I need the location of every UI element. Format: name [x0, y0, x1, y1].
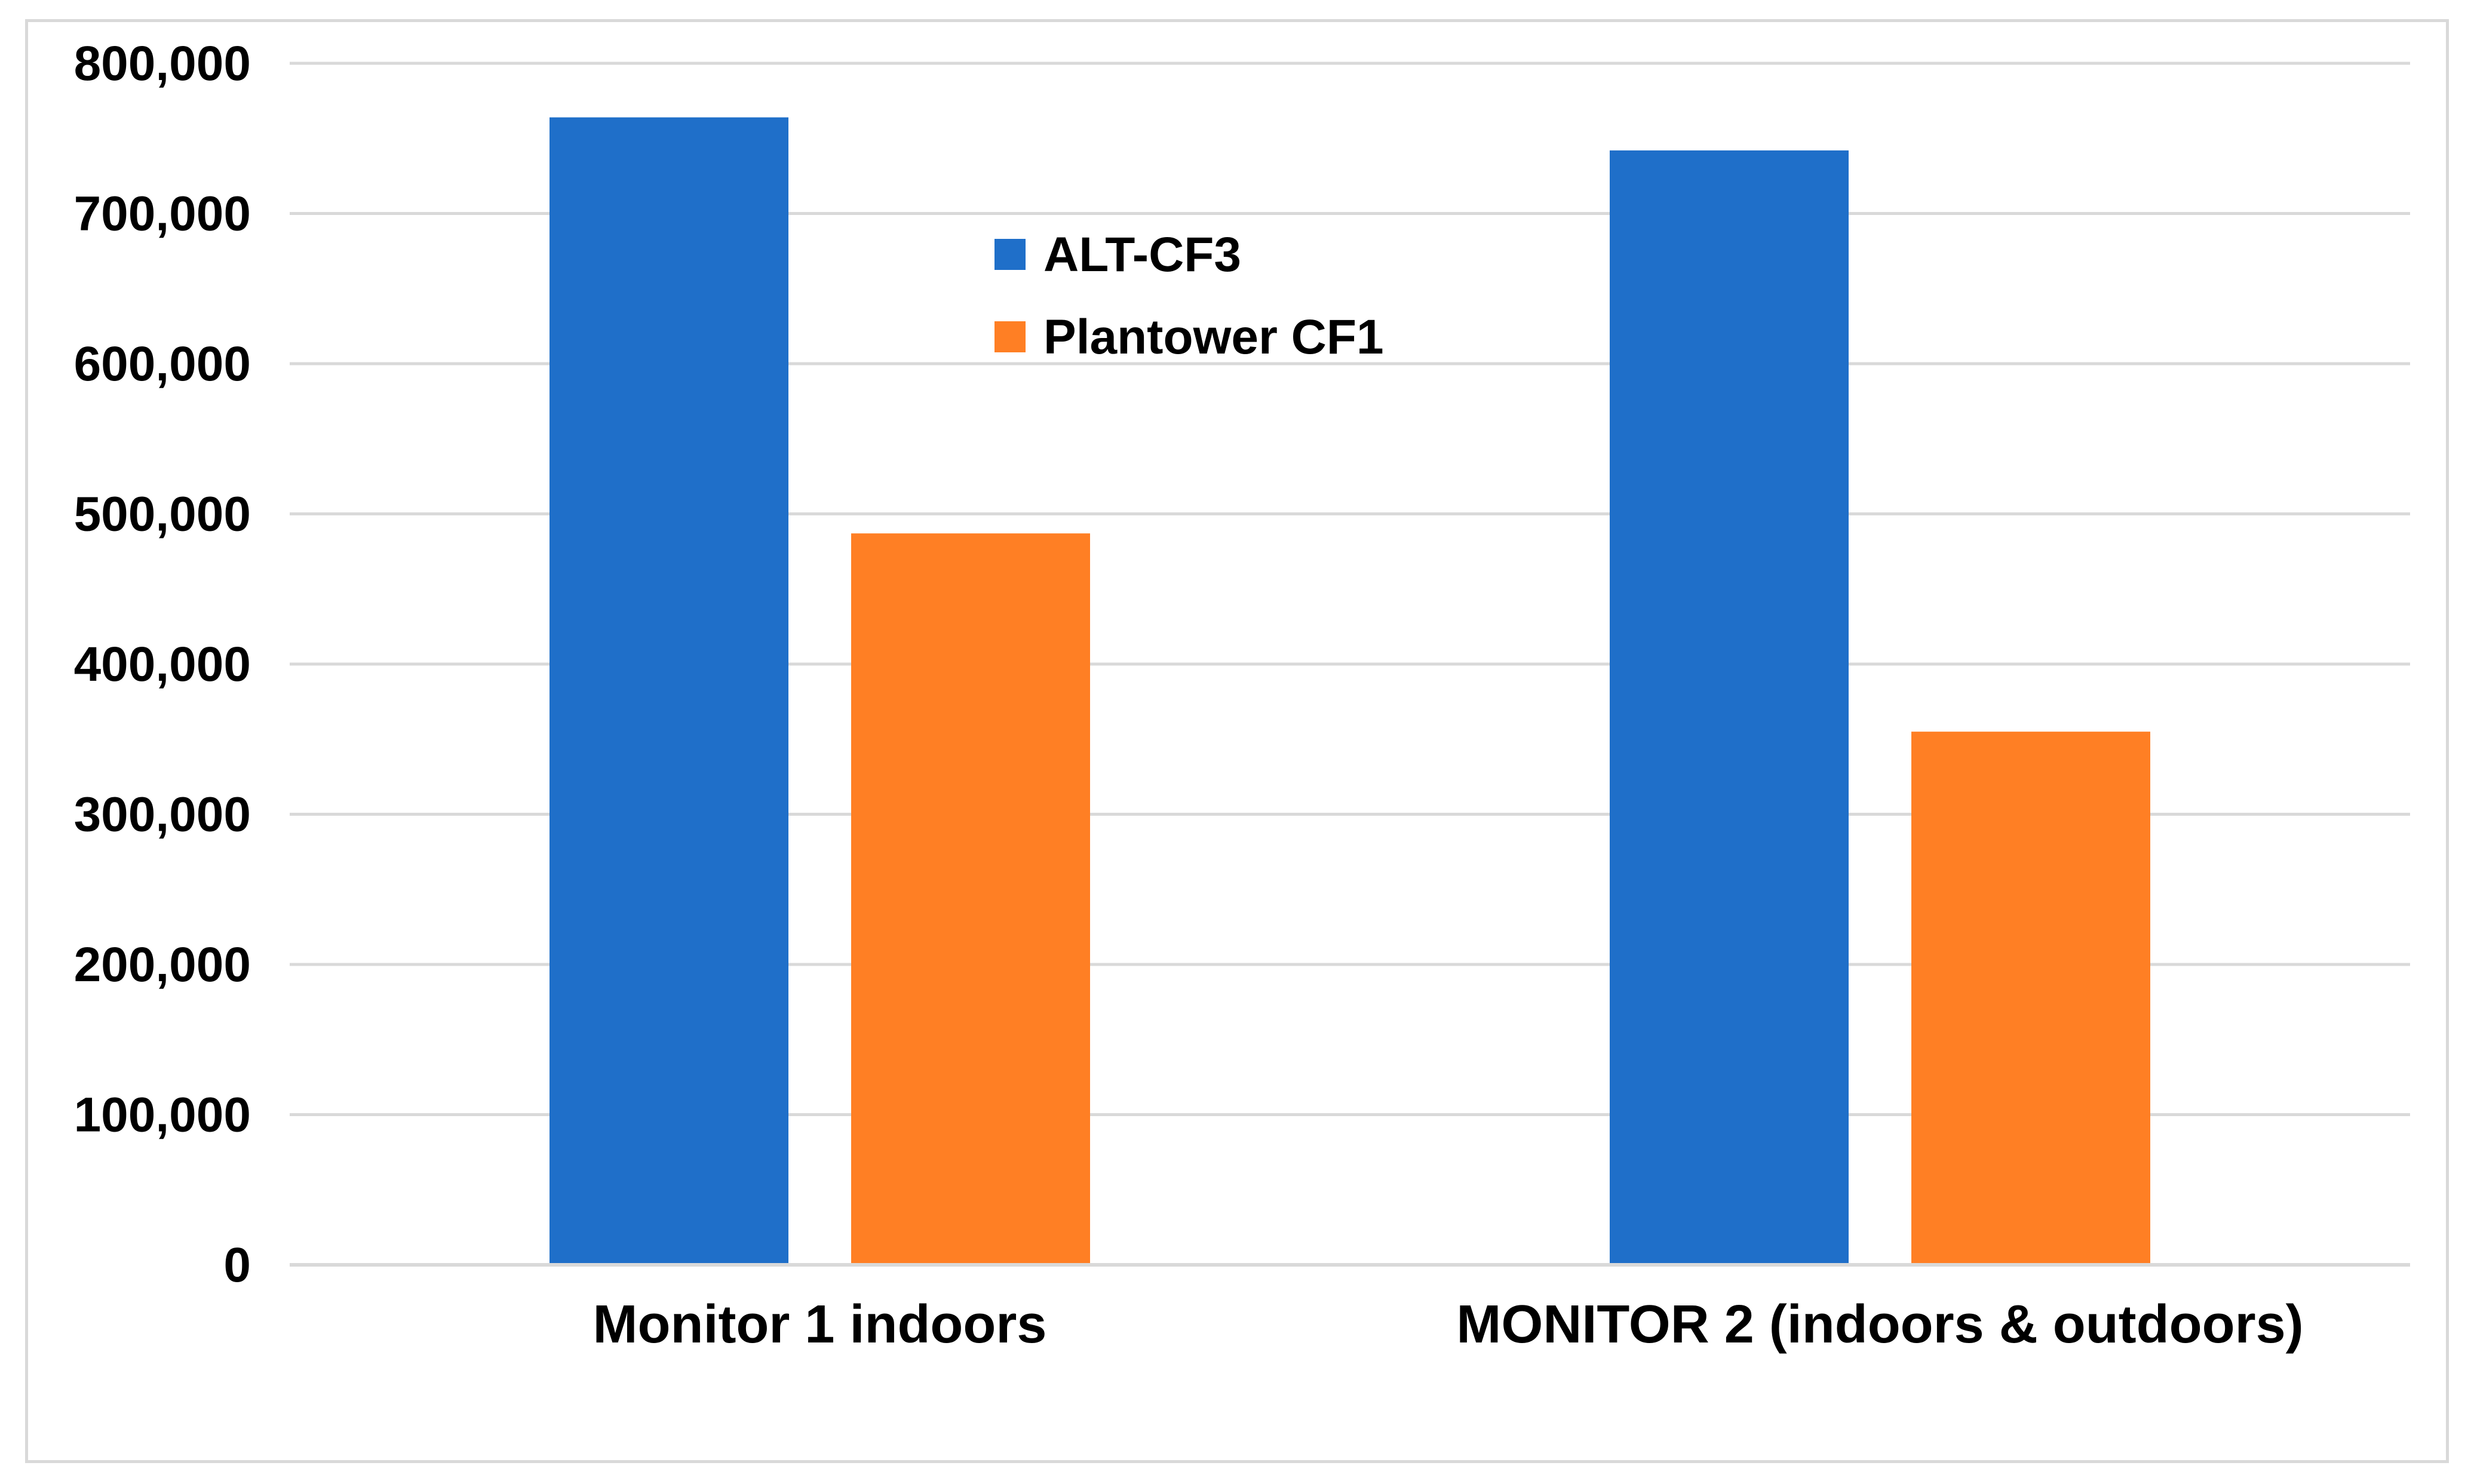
bar-plantower-cf1-2	[1911, 732, 2150, 1265]
x-category-label: Monitor 1 indoors	[593, 1295, 1047, 1354]
x-category-label: MONITOR 2 (indoors & outdoors)	[1456, 1295, 2303, 1354]
legend-label: ALT-CF3	[1043, 228, 1241, 282]
y-tick-label: 400,000	[74, 637, 251, 692]
y-tick-label: 0	[223, 1238, 251, 1292]
y-tick-label: 100,000	[74, 1088, 251, 1142]
bar-alt-cf3-2	[1610, 150, 1849, 1265]
legend-swatch-plantower-cf1	[994, 321, 1026, 352]
bars	[550, 117, 2150, 1265]
y-tick-label: 500,000	[74, 487, 251, 542]
y-tick-label: 600,000	[74, 337, 251, 391]
y-tick-label: 700,000	[74, 187, 251, 241]
legend-label: Plantower CF1	[1043, 310, 1384, 364]
bar-alt-cf3-1	[550, 117, 788, 1265]
legend: ALT-CF3 Plantower CF1	[994, 228, 1384, 364]
bar-plantower-cf1-1	[851, 533, 1090, 1265]
y-axis-tick-labels: 0 100,000 200,000 300,000 400,000 500,000 600,…	[74, 36, 251, 1292]
x-axis-category-labels: Monitor 1 indoors MONITOR 2 (indoors & ou…	[593, 1295, 2304, 1354]
y-tick-label: 800,000	[74, 36, 251, 91]
y-tick-label: 300,000	[74, 788, 251, 842]
legend-swatch-alt-cf3	[994, 239, 1026, 270]
y-tick-label: 200,000	[74, 938, 251, 992]
